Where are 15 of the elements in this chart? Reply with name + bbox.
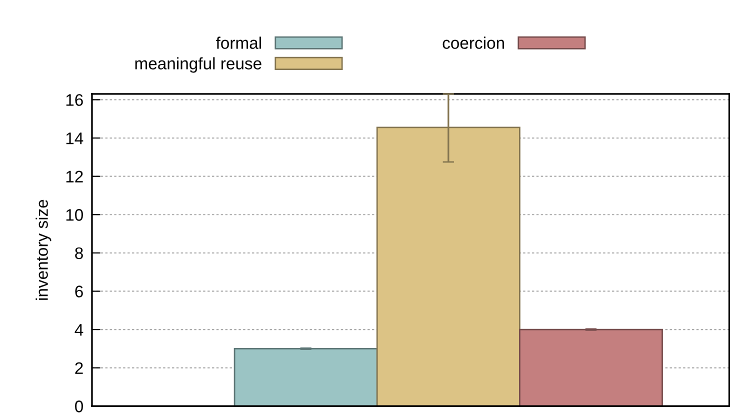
y-tick-label: 0 [75,400,83,412]
y-tick-label: 8 [75,247,83,260]
y-tick-label: 12 [66,170,83,182]
y-tick-label: 4 [74,324,84,336]
y-tick-label: 16 [66,94,83,106]
bar [234,348,378,406]
legend-label: meaningful reuse [135,57,262,73]
y-tick-label: 10 [66,209,83,221]
legend-label: formal [216,36,261,49]
y-tick-label: 14 [66,132,84,144]
y-tick-label: 2 [75,362,83,374]
legend-label: coercion [442,36,504,49]
bar [518,328,663,406]
y-axis-title: inventory size [36,200,52,300]
y-tick-label: 6 [75,286,83,298]
